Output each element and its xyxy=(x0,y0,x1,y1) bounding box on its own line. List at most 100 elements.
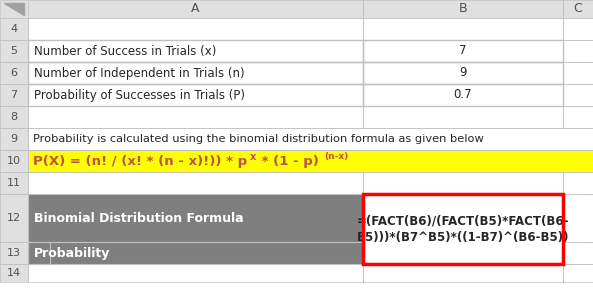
Bar xyxy=(0,106,28,128)
Text: B: B xyxy=(459,2,467,16)
Bar xyxy=(28,84,363,106)
Bar xyxy=(28,0,363,18)
Bar xyxy=(28,84,363,106)
Bar xyxy=(363,106,563,128)
Bar xyxy=(563,172,593,194)
Bar xyxy=(363,194,563,264)
Bar xyxy=(363,18,563,40)
Text: 10: 10 xyxy=(7,156,21,166)
Bar xyxy=(363,172,563,194)
Bar xyxy=(28,18,363,40)
Bar xyxy=(0,0,28,18)
Bar xyxy=(563,106,593,128)
Text: Probability: Probability xyxy=(34,247,110,260)
Bar xyxy=(0,264,28,282)
Bar xyxy=(28,40,363,62)
Bar xyxy=(28,264,363,282)
Text: 4: 4 xyxy=(11,24,18,34)
Text: 6: 6 xyxy=(11,68,18,78)
Text: 8: 8 xyxy=(11,112,18,122)
Text: (n-x): (n-x) xyxy=(324,153,348,161)
Text: Probability is calculated using the binomial distribution formula as given below: Probability is calculated using the bino… xyxy=(33,134,484,144)
Text: * (1 - p): * (1 - p) xyxy=(257,154,319,168)
Bar xyxy=(563,264,593,282)
Bar xyxy=(0,172,28,194)
Bar xyxy=(563,18,593,40)
Bar xyxy=(363,40,563,62)
Bar xyxy=(28,194,363,242)
Bar xyxy=(363,106,563,128)
Text: =(FACT(B6)/(FACT(B5)*FACT(B6-
B5)))*(B7^B5)*((1-B7)^(B6-B5)): =(FACT(B6)/(FACT(B5)*FACT(B6- B5)))*(B7^… xyxy=(357,214,569,244)
Bar xyxy=(0,106,28,128)
Bar xyxy=(563,62,593,84)
Bar xyxy=(563,242,593,264)
Bar xyxy=(0,150,28,172)
Bar xyxy=(363,62,563,84)
Bar xyxy=(363,172,563,194)
Bar xyxy=(28,172,363,194)
Bar xyxy=(0,128,28,150)
Text: Number of Success in Trials (x): Number of Success in Trials (x) xyxy=(34,44,216,57)
Bar xyxy=(28,150,593,172)
Bar xyxy=(0,62,28,84)
Bar xyxy=(28,150,593,172)
Bar xyxy=(0,128,28,150)
Bar xyxy=(363,0,563,18)
Text: 9: 9 xyxy=(11,134,18,144)
Bar xyxy=(563,194,593,242)
Bar xyxy=(363,62,563,84)
Bar xyxy=(28,242,50,264)
Polygon shape xyxy=(4,3,24,15)
Bar xyxy=(28,128,593,150)
Bar xyxy=(28,106,363,128)
Bar xyxy=(563,40,593,62)
Bar xyxy=(28,18,363,40)
Bar xyxy=(563,0,593,18)
Bar xyxy=(0,18,28,40)
Bar xyxy=(363,194,563,264)
Text: 9: 9 xyxy=(459,67,467,80)
Bar xyxy=(28,0,363,18)
Text: Probability of Successes in Trials (P): Probability of Successes in Trials (P) xyxy=(34,88,245,102)
Bar xyxy=(0,172,28,194)
Bar xyxy=(0,40,28,62)
Bar xyxy=(563,40,593,62)
Text: Binomial Distribution Formula: Binomial Distribution Formula xyxy=(34,212,244,224)
Bar xyxy=(563,194,593,242)
Bar xyxy=(28,150,593,172)
Text: P(X) = (n! / (x! * (n - x)!)) * p: P(X) = (n! / (x! * (n - x)!)) * p xyxy=(33,154,247,168)
Bar xyxy=(0,84,28,106)
Bar xyxy=(563,264,593,282)
Bar xyxy=(0,150,28,172)
Text: x: x xyxy=(250,152,256,162)
Text: 13: 13 xyxy=(7,248,21,258)
Bar xyxy=(28,242,50,264)
Text: 7: 7 xyxy=(11,90,18,100)
Bar xyxy=(0,242,28,264)
Bar xyxy=(363,18,563,40)
Bar xyxy=(563,0,593,18)
Bar xyxy=(28,106,363,128)
Bar xyxy=(563,106,593,128)
Bar xyxy=(28,128,593,150)
Bar xyxy=(0,40,28,62)
Bar xyxy=(0,194,28,242)
Text: 5: 5 xyxy=(11,46,18,56)
Bar xyxy=(563,84,593,106)
Bar xyxy=(28,62,363,84)
Bar xyxy=(363,0,563,18)
Bar xyxy=(28,40,363,62)
Text: 0.7: 0.7 xyxy=(454,88,472,102)
Bar xyxy=(0,242,28,264)
Text: 14: 14 xyxy=(7,268,21,278)
Text: C: C xyxy=(573,2,582,16)
Bar xyxy=(0,84,28,106)
Bar xyxy=(0,194,28,242)
Bar xyxy=(563,18,593,40)
Bar xyxy=(563,172,593,194)
Bar xyxy=(28,172,363,194)
Bar xyxy=(363,40,563,62)
Bar xyxy=(363,84,563,106)
Bar xyxy=(0,62,28,84)
Bar xyxy=(28,264,363,282)
